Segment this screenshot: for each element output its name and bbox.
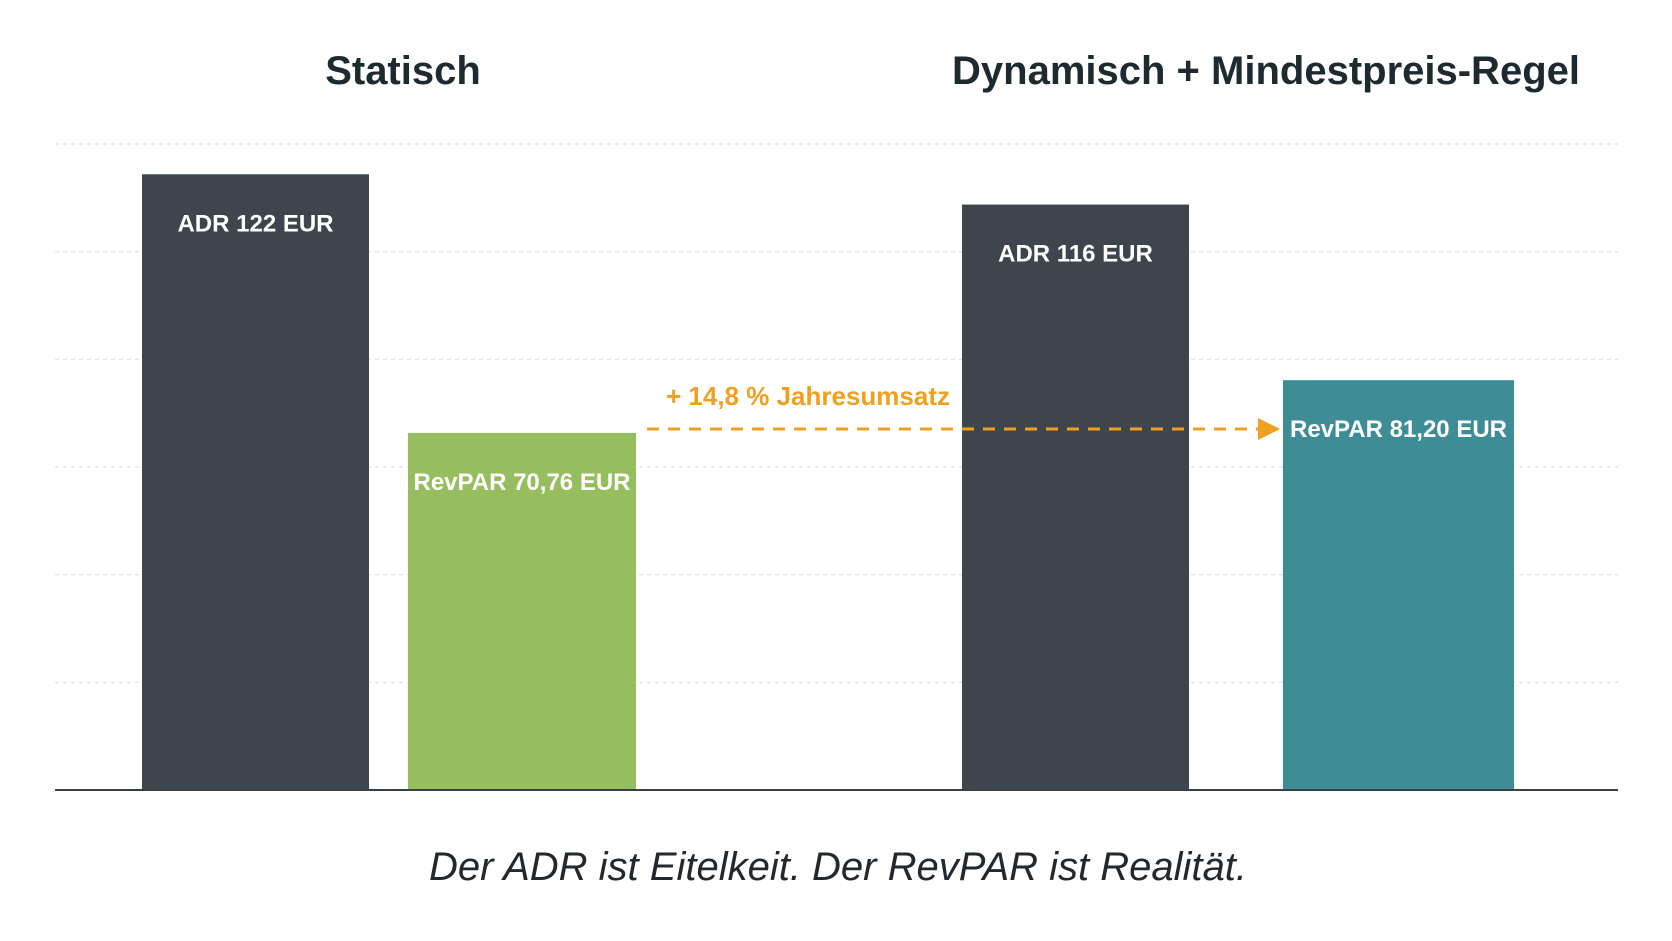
bar-statisch-revpar [408, 432, 636, 790]
group-title-dynamisch: Dynamisch + Mindestpreis-Regel [952, 49, 1580, 93]
bar-statisch-adr [142, 174, 369, 790]
bar-label-dynamisch-revpar: RevPAR 81,20 EUR [1290, 416, 1507, 443]
caption: Der ADR ist Eitelkeit. Der RevPAR ist Re… [429, 845, 1247, 889]
bar-dynamisch-revpar [1283, 380, 1514, 790]
annotation-label: + 14,8 % Jahresumsatz [666, 381, 950, 411]
annotation: + 14,8 % Jahresumsatz [647, 381, 1280, 440]
bar-label-statisch-revpar: RevPAR 70,76 EUR [414, 469, 631, 496]
bar-label-dynamisch-adr: ADR 116 EUR [998, 241, 1153, 268]
bars: ADR 122 EUR RevPAR 70,76 EUR ADR 116 EUR Re… [142, 174, 1514, 790]
bar-label-statisch-adr: ADR 122 EUR [177, 210, 333, 237]
bar-dynamisch-adr [962, 204, 1189, 790]
group-title-statisch: Statisch [325, 49, 481, 93]
